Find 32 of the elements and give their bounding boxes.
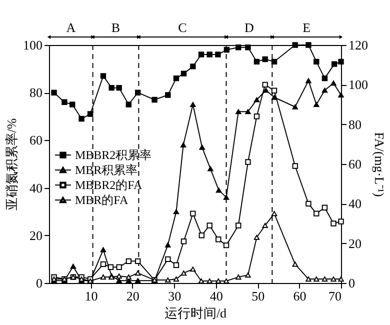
- x-tick-label: 50: [252, 288, 265, 304]
- y-tick-label: 40: [30, 180, 42, 196]
- y-tick-label: 100: [23, 38, 42, 52]
- x-tick-label: 60: [293, 288, 306, 304]
- y-tick-label: 20: [30, 228, 42, 243]
- y2-tick-label: 0: [348, 276, 355, 290]
- text: B: [111, 20, 120, 35]
- x-tick-label: 20: [126, 288, 140, 304]
- x-tick-label: 30: [168, 288, 182, 304]
- y-tick-label: 0: [36, 276, 42, 290]
- y2-tick-label: 60: [348, 156, 362, 172]
- y-tick-label: 60: [30, 132, 42, 148]
- x-tick-label: 40: [210, 288, 223, 304]
- y-axis-title: 亚硝氮积累率/%: [4, 118, 19, 211]
- text: C: [178, 20, 187, 35]
- y2-tick-label: 20: [348, 236, 362, 251]
- y2-tick-label: 40: [348, 196, 362, 212]
- y2-tick-label: 120: [348, 38, 368, 52]
- text: D: [244, 20, 254, 35]
- y2-tick-label: 100: [348, 77, 368, 92]
- text: A: [66, 20, 76, 35]
- text: E: [302, 20, 311, 35]
- y2-tick-label: 80: [348, 116, 362, 132]
- y2-axis-title: FA/(mg·L⁻¹): [372, 132, 387, 197]
- legend-label: MBBR2的FA: [75, 178, 142, 192]
- y-tick-label: 80: [30, 85, 42, 100]
- x-tick-label: 70: [328, 288, 342, 304]
- x-axis-title: 运行时间/d: [164, 306, 228, 320]
- x-tick-label: 10: [84, 288, 98, 304]
- legend-label: MBR积累率: [75, 163, 138, 178]
- legend-label: MBBR2积累率: [75, 148, 152, 162]
- legend-label: MBR的FA: [75, 193, 128, 208]
